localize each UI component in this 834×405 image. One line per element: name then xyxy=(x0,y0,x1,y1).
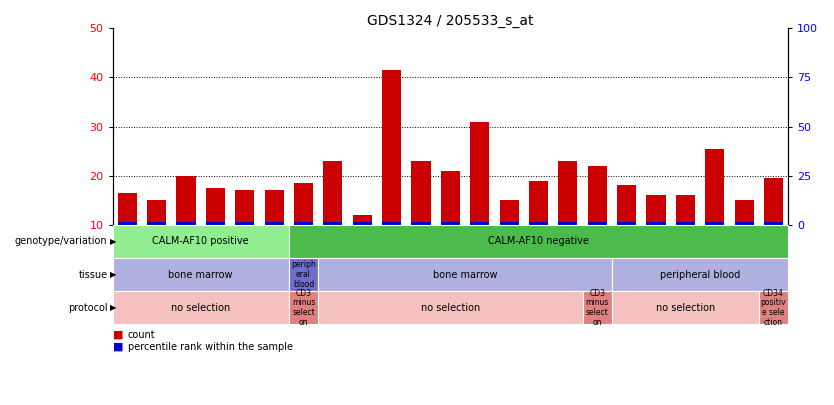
Bar xyxy=(147,200,166,225)
Bar xyxy=(500,222,519,225)
Bar xyxy=(558,222,577,225)
Text: GDS1324 / 205533_s_at: GDS1324 / 205533_s_at xyxy=(367,14,534,28)
Bar xyxy=(294,222,313,225)
Text: ■: ■ xyxy=(113,342,123,352)
Text: no selection: no selection xyxy=(171,303,230,313)
Bar xyxy=(617,222,636,225)
Text: periph
eral
blood: periph eral blood xyxy=(291,260,316,289)
Text: bone marrow: bone marrow xyxy=(168,270,233,279)
Bar xyxy=(177,222,195,225)
Bar xyxy=(235,222,254,225)
Bar xyxy=(289,291,319,324)
Bar xyxy=(706,149,724,225)
Bar xyxy=(441,171,460,225)
Bar xyxy=(411,222,430,225)
Bar xyxy=(617,185,636,225)
Bar xyxy=(382,222,401,225)
Bar xyxy=(289,258,319,291)
Bar xyxy=(470,122,490,225)
Bar xyxy=(294,183,313,225)
Bar xyxy=(470,222,490,225)
Bar xyxy=(759,291,788,324)
Bar xyxy=(500,200,519,225)
Bar xyxy=(588,166,607,225)
Bar xyxy=(319,291,582,324)
Bar xyxy=(324,222,343,225)
Bar xyxy=(529,222,548,225)
Text: count: count xyxy=(128,330,155,339)
Text: bone marrow: bone marrow xyxy=(433,270,497,279)
Text: percentile rank within the sample: percentile rank within the sample xyxy=(128,342,293,352)
Bar xyxy=(206,188,225,225)
Bar xyxy=(612,258,788,291)
Bar xyxy=(582,291,612,324)
Bar xyxy=(676,195,695,225)
Bar xyxy=(382,70,401,225)
Bar xyxy=(646,222,666,225)
Bar xyxy=(735,222,754,225)
Bar xyxy=(113,225,289,258)
Bar xyxy=(353,222,372,225)
Bar xyxy=(264,190,284,225)
Bar xyxy=(319,258,612,291)
Bar xyxy=(147,222,166,225)
Bar xyxy=(235,190,254,225)
Bar xyxy=(206,222,225,225)
Bar xyxy=(676,222,695,225)
Bar xyxy=(764,178,783,225)
Bar xyxy=(612,291,759,324)
Bar xyxy=(113,291,289,324)
Text: ▶: ▶ xyxy=(110,270,117,279)
Bar xyxy=(706,222,724,225)
Text: CALM-AF10 positive: CALM-AF10 positive xyxy=(153,237,249,246)
Text: ■: ■ xyxy=(113,330,123,339)
Bar xyxy=(118,222,137,225)
Bar xyxy=(411,161,430,225)
Bar xyxy=(735,200,754,225)
Text: tissue: tissue xyxy=(78,270,108,279)
Bar xyxy=(588,222,607,225)
Bar xyxy=(353,215,372,225)
Bar xyxy=(289,225,788,258)
Text: ▶: ▶ xyxy=(110,237,117,246)
Text: peripheral blood: peripheral blood xyxy=(660,270,740,279)
Text: protocol: protocol xyxy=(68,303,108,313)
Bar xyxy=(324,161,343,225)
Bar xyxy=(441,222,460,225)
Text: CD34
positiv
e sele
ction: CD34 positiv e sele ction xyxy=(761,289,786,327)
Text: no selection: no selection xyxy=(656,303,715,313)
Text: genotype/variation: genotype/variation xyxy=(15,237,108,246)
Bar xyxy=(264,222,284,225)
Bar xyxy=(529,181,548,225)
Bar xyxy=(646,195,666,225)
Text: CALM-AF10 negative: CALM-AF10 negative xyxy=(488,237,589,246)
Bar xyxy=(558,161,577,225)
Bar xyxy=(764,222,783,225)
Text: ▶: ▶ xyxy=(110,303,117,312)
Bar xyxy=(177,176,195,225)
Text: CD3
minus
select
on: CD3 minus select on xyxy=(585,289,609,327)
Text: CD3
minus
select
on: CD3 minus select on xyxy=(292,289,315,327)
Bar xyxy=(113,258,289,291)
Bar xyxy=(118,193,137,225)
Text: no selection: no selection xyxy=(420,303,480,313)
